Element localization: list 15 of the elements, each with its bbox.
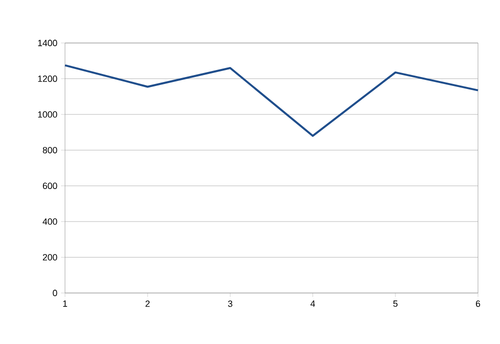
x-tick-label: 3 xyxy=(228,300,232,307)
x-tick-label: 2 xyxy=(146,300,150,307)
x-tick-label: 1 xyxy=(63,300,68,307)
y-tick-label: 0 xyxy=(52,290,58,296)
y-tick-label: 200 xyxy=(42,254,58,260)
x-tick-label: 5 xyxy=(393,300,398,307)
y-tick-label: 1400 xyxy=(38,40,58,46)
y-tick-label: 600 xyxy=(42,182,58,190)
y-tick-label: 800 xyxy=(42,146,58,154)
y-tick-label: 400 xyxy=(42,218,58,225)
x-tick-label: 6 xyxy=(476,300,480,307)
x-tick-label: 4 xyxy=(310,300,316,307)
y-tick-label: 1000 xyxy=(38,111,58,118)
y-tick-label: 1200 xyxy=(38,76,58,82)
line-series xyxy=(64,64,479,137)
